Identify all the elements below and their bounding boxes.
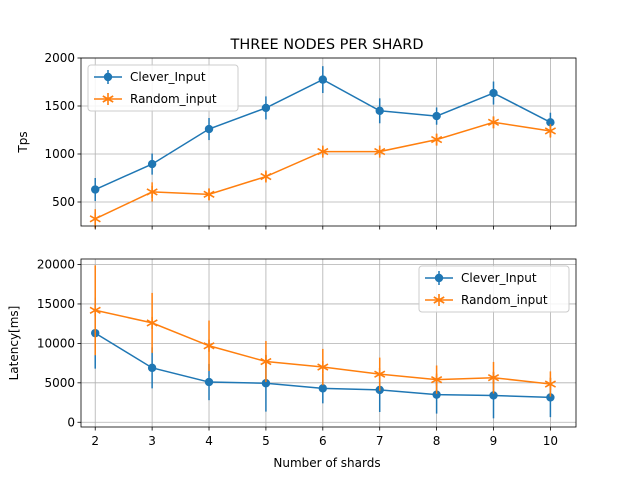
data-point [260,355,272,368]
x-tick-label: 3 [148,434,156,448]
data-point [544,124,556,137]
data-point [146,316,158,329]
x-tick-label: 7 [376,434,384,448]
x-tick-label: 10 [543,434,558,448]
data-point [89,212,101,225]
legend-label: Random_input [461,293,548,307]
y-tick-label: 1500 [44,99,75,113]
tps-panel: 500 1000 1500 2000 Clever_Input Random_input [44,51,577,230]
data-point [431,133,443,146]
data-point [431,373,443,386]
y-axis-label-latency: Latency[ms] [7,306,21,381]
y-tick-label: 500 [52,195,75,209]
x-tick-label: 8 [433,434,441,448]
x-tick-label: 5 [262,434,270,448]
legend-marker [103,72,113,82]
y-tick-label: 1000 [44,147,75,161]
data-point [203,339,215,352]
data-point [375,106,384,116]
series-random-input [89,265,556,397]
data-point [432,390,441,399]
chart-title: THREE NODES PER SHARD [229,37,423,53]
x-tick-label: 4 [205,434,213,448]
data-point [432,111,441,121]
y-tick-label: 20000 [37,258,75,272]
data-point [489,88,498,98]
data-point [261,379,271,388]
x-tick-label: 9 [490,434,498,448]
data-point [318,384,328,393]
legend-label: Random_input [130,92,217,106]
y-tick-label: 0 [67,415,75,429]
plot-frame [80,57,577,227]
y-tick-label: 5000 [44,376,75,390]
x-tick-label: 6 [319,434,327,448]
data-point [374,368,386,381]
y-tick-label: 15000 [37,297,75,311]
series-clever-input [91,66,555,202]
data-point [147,363,157,373]
data-point [546,393,555,402]
data-point [146,185,158,198]
y-tick-label: 10000 [37,336,75,350]
data-point [204,124,214,134]
legend-label: Clever_Input [130,70,206,84]
data-point [203,188,215,201]
y-axis-label-tps: Tps [16,131,30,153]
legend-frame [87,64,239,112]
data-point [487,116,500,129]
data-point [317,145,329,158]
data-point [318,75,328,84]
data-point [89,304,101,317]
data-point [261,103,271,113]
data-point [489,391,498,400]
legend: Clever_Input Random_input [87,64,239,112]
data-point [374,145,386,158]
legend-marker [102,93,114,105]
data-point [260,170,272,183]
data-point [544,378,556,391]
series-random-input [89,116,556,229]
data-point [546,118,555,127]
x-tick-label: 2 [91,434,99,448]
legend-frame [418,265,570,313]
data-point [487,371,500,384]
legend-marker [433,294,445,306]
legend-marker [434,273,444,283]
latency-panel: 0 5000 10000 15000 20000 2 3 4 5 6 7 8 9 10 Clever_Inp… [37,258,577,448]
data-point [204,377,214,387]
data-point [91,185,100,194]
data-point [147,159,157,169]
series-clever-input [91,297,555,419]
y-tick-label: 2000 [44,51,75,65]
data-point [317,361,329,374]
legend-label: Clever_Input [461,271,537,285]
x-axis-label: Number of shards [273,456,380,470]
legend: Clever_Input Random_input [418,265,570,313]
